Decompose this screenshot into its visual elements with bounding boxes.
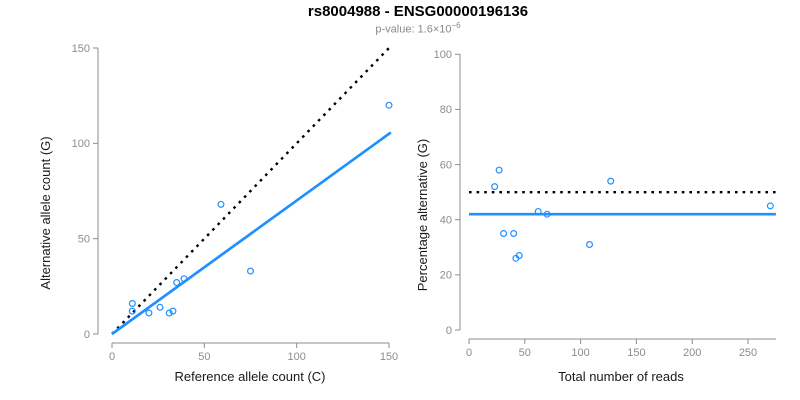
data-point: [156, 303, 164, 311]
data-point: [534, 207, 542, 215]
x-tick-label: 0: [109, 351, 115, 363]
expected-1:1-line: [111, 45, 392, 335]
y-tick-label: 50: [78, 233, 90, 245]
x-tick-label: 100: [571, 347, 589, 359]
x-tick-label: 200: [683, 347, 701, 359]
right-y-axis-label: Percentage alternative (G): [415, 139, 430, 291]
left-y-axis-label: Alternative allele count (G): [38, 136, 53, 289]
data-point: [165, 309, 173, 317]
data-point: [491, 183, 499, 191]
x-tick-label: 50: [519, 347, 531, 359]
data-point: [128, 307, 136, 315]
data-point: [766, 202, 774, 210]
y-tick-label: 0: [446, 325, 452, 337]
y-tick-label: 20: [440, 270, 452, 282]
data-point: [173, 279, 181, 287]
data-point: [169, 307, 177, 315]
pvalue-text: p-value: 1.6×10: [375, 23, 452, 36]
pvalue-exponent: −6: [451, 21, 461, 30]
data-point: [543, 210, 551, 218]
x-tick-label: 100: [287, 351, 305, 363]
right-x-axis-label: Total number of reads: [558, 369, 684, 384]
pvalue-subtitle: p-value: 1.6×10−6: [375, 21, 460, 36]
data-point: [607, 177, 615, 185]
data-point: [495, 166, 503, 174]
y-tick-label: 100: [434, 49, 452, 61]
y-tick-label: 60: [440, 159, 452, 171]
left-scatter-plot: 0 50 100 150 0 50 100 150: [72, 43, 399, 363]
page-title: rs8004988 - ENSG00000196136: [307, 3, 529, 20]
y-tick-label: 80: [440, 104, 452, 116]
x-tick-label: 150: [627, 347, 645, 359]
y-tick-label: 100: [72, 138, 90, 150]
x-tick-label: 0: [466, 347, 472, 359]
data-point: [510, 230, 518, 238]
y-tick-label: 40: [440, 215, 452, 227]
data-point: [586, 241, 594, 249]
x-tick-label: 250: [739, 347, 757, 359]
data-point: [217, 200, 225, 208]
right-scatter-plot: 0 20 40 60 80 100 0 50 100 150 200 250: [434, 49, 776, 359]
x-tick-label: 150: [380, 351, 398, 363]
data-point: [515, 252, 523, 260]
data-point: [145, 309, 153, 317]
data-point: [180, 275, 188, 283]
data-point: [385, 101, 393, 109]
left-x-axis-label: Reference allele count (C): [174, 369, 325, 384]
fitted-line-slope-0.70: [111, 131, 392, 336]
x-tick-label: 50: [198, 351, 210, 363]
y-tick-label: 150: [72, 43, 90, 55]
data-point: [247, 267, 255, 275]
data-point: [128, 299, 136, 307]
data-point: [500, 230, 508, 238]
y-tick-label: 0: [84, 329, 90, 341]
